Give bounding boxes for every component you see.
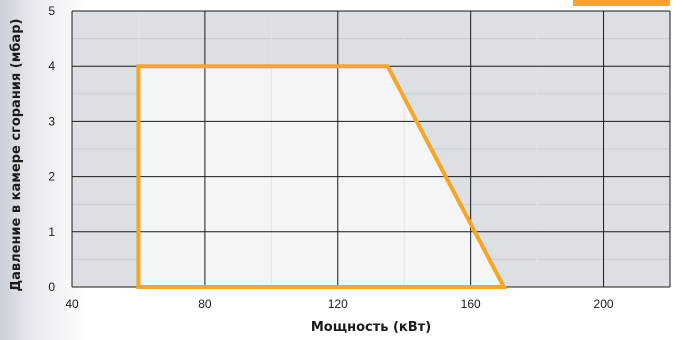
corner-accent-tab bbox=[573, 0, 670, 6]
y-tick-label: 2 bbox=[48, 170, 55, 184]
x-tick-label: 120 bbox=[328, 297, 348, 311]
operating-region-outline bbox=[136, 64, 508, 289]
major-gridlines bbox=[71, 10, 671, 288]
y-tick-label: 1 bbox=[48, 225, 55, 239]
x-axis-ticks: 40 80 120 160 200 bbox=[65, 297, 614, 311]
x-tick-label: 200 bbox=[594, 297, 614, 311]
y-axis-title: Давление в камере сгорания (мбар) bbox=[9, 19, 24, 292]
y-tick-label: 5 bbox=[48, 4, 55, 18]
x-tick-label: 80 bbox=[198, 297, 212, 311]
x-tick-label: 160 bbox=[461, 297, 481, 311]
x-axis-title: Мощность (кВт) bbox=[311, 320, 431, 335]
y-tick-label: 3 bbox=[48, 114, 55, 128]
y-tick-label: 0 bbox=[48, 280, 55, 294]
y-tick-label: 4 bbox=[48, 59, 55, 73]
y-axis-ticks: 0 1 2 3 4 5 bbox=[48, 4, 55, 294]
x-tick-label: 40 bbox=[65, 297, 79, 311]
